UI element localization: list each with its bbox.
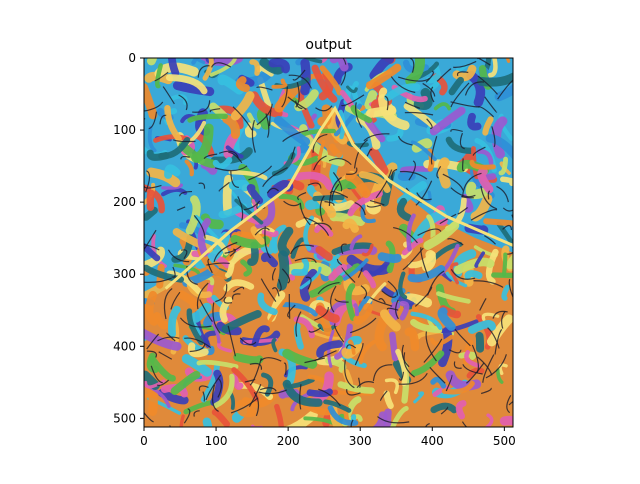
brush-stroke xyxy=(403,169,429,170)
brush-stroke xyxy=(305,63,306,91)
y-tick-label: 500 xyxy=(113,411,136,425)
x-tick-label: 400 xyxy=(421,434,444,448)
brush-stroke xyxy=(264,232,276,235)
brush-stroke xyxy=(273,340,275,350)
brush-stroke xyxy=(315,197,342,198)
y-tick-label: 200 xyxy=(113,195,136,209)
y-tick-label: 300 xyxy=(113,267,136,281)
brush-stroke xyxy=(346,222,355,228)
brush-stroke xyxy=(402,304,406,318)
brush-stroke xyxy=(442,162,445,183)
brush-stroke xyxy=(150,193,151,207)
brush-stroke xyxy=(355,305,357,314)
brush-stroke xyxy=(149,295,154,322)
brush-stroke xyxy=(486,221,517,224)
brush-stroke xyxy=(479,336,480,349)
brush-stroke xyxy=(371,110,392,113)
brush-stroke xyxy=(504,255,505,275)
brush-stroke xyxy=(402,176,411,177)
brush-stroke xyxy=(382,257,397,259)
brush-stroke xyxy=(245,340,276,342)
y-tick-label: 100 xyxy=(113,123,136,137)
x-tick-label: 300 xyxy=(349,434,372,448)
brush-stroke xyxy=(172,39,176,73)
output-image xyxy=(118,39,532,447)
brush-stroke xyxy=(434,406,454,410)
x-axis: 0 100 200 300 400 500 xyxy=(140,427,516,448)
y-axis: 0 100 200 300 400 500 xyxy=(113,51,144,425)
brush-stroke xyxy=(387,394,391,406)
y-tick-label: 0 xyxy=(128,51,136,65)
brush-stroke xyxy=(294,272,304,273)
outline-stroke xyxy=(513,347,532,368)
brush-stroke xyxy=(149,51,153,61)
outline-stroke xyxy=(170,425,179,444)
x-tick-label: 100 xyxy=(205,434,228,448)
brush-stroke xyxy=(237,357,259,360)
chart-title: output xyxy=(305,37,352,53)
x-tick-label: 200 xyxy=(277,434,300,448)
x-tick-label: 0 xyxy=(140,434,148,448)
brush-stroke xyxy=(392,335,395,358)
brush-stroke xyxy=(459,403,463,416)
brush-stroke xyxy=(273,85,285,87)
x-tick-label: 500 xyxy=(493,434,516,448)
brush-stroke xyxy=(468,274,479,276)
brush-stroke xyxy=(240,80,246,88)
y-tick-label: 400 xyxy=(113,339,136,353)
